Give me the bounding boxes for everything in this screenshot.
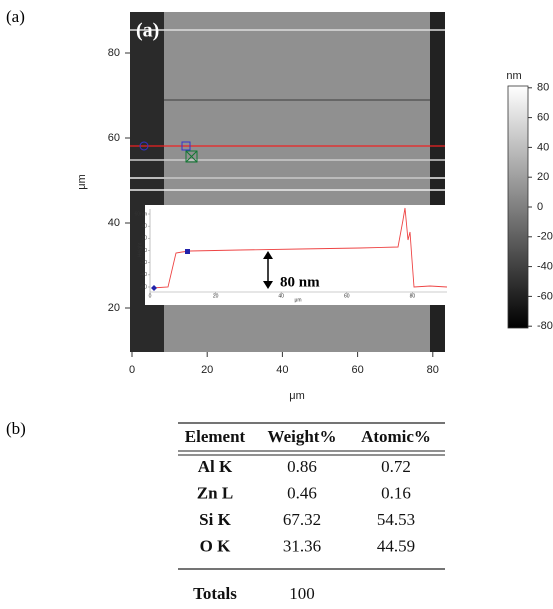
inset-y-tick-label: -20 [140,260,147,266]
inset-y-tick-label: 0 [144,248,147,254]
x-tick-label: 40 [276,364,288,376]
colorbar-tick-label: 40 [537,141,549,153]
colorbar-unit: nm [506,70,521,82]
inset-x-tick-label: 20 [213,293,219,299]
table-cell: Zn L [197,483,233,502]
panel-label: (b) [6,419,26,438]
inset-x-tick-label: 80 [410,293,416,299]
inset: 80 nm Height μm [137,205,458,305]
colorbar-tick-label: -20 [537,231,553,243]
inset-x-tick-label: 60 [344,293,350,299]
table-cell: 54.53 [377,510,415,529]
table-cell: 67.32 [283,510,321,529]
table-total: Totals [193,584,237,603]
table-header: Atomic% [361,427,431,446]
table-header: Element [185,427,246,446]
table-cell: Si K [199,510,231,529]
table-cell: 0.46 [287,483,317,502]
inset-x-label: μm [294,297,301,303]
x-tick-label: 20 [201,364,213,376]
table [178,422,445,570]
y-tick-label: 80 [108,47,120,59]
colorbar-tick-label: 80 [537,82,549,94]
colorbar-tick-label: -40 [537,261,553,273]
image-label: (a) [136,20,159,42]
y-tick-label: 20 [108,302,120,314]
table-cell: 44.59 [377,536,415,555]
x-tick-label: 0 [129,364,135,376]
y-tick-label: 60 [108,132,120,144]
table-cell: Al K [198,457,233,476]
inset-y-tick-label: 40 [141,224,147,230]
table-cell: 0.16 [381,483,411,502]
table-total: 100 [289,584,315,603]
inset-x-tick-label: 40 [278,293,284,299]
colorbar-tick-label: -60 [537,290,553,302]
inset-y-tick-label: -60 [140,284,147,290]
colorbar-tick-label: 20 [537,171,549,183]
x-tick-label: 80 [427,364,439,376]
table-header: Weight% [268,427,337,446]
table-cell: 0.86 [287,457,317,476]
x-axis-label: μm [289,390,305,402]
inset-y-tick-label: 60nm [134,211,147,217]
inset-y-tick-label: 20 [141,236,147,242]
colorbar: nm [506,70,529,329]
inset-y-tick-label: -40 [140,272,147,278]
colorbar-tick-label: -80 [537,320,553,332]
y-tick-label: 40 [108,217,120,229]
table-cell: O K [200,536,231,555]
table-cell: 0.72 [381,457,411,476]
inset-y-label: Height [137,242,143,257]
panel-label: (a) [6,7,25,26]
y-axis-label: μm [76,174,88,190]
x-tick-label: 60 [351,364,363,376]
colorbar-tick-label: 60 [537,112,549,124]
colorbar-tick-label: 0 [537,201,543,213]
table-cell: 31.36 [283,536,321,555]
inset-x-tick-label: 0 [149,293,152,299]
annotation: 80 nm [280,274,320,290]
